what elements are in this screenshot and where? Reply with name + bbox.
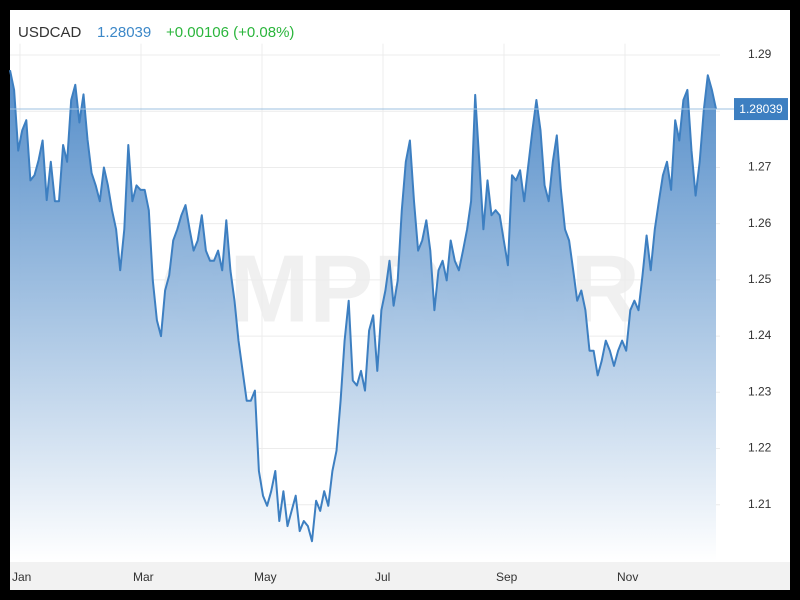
x-tick-label: Jan: [12, 570, 31, 584]
price: 1.28039: [97, 24, 151, 41]
last-price-label: 1.28039: [739, 102, 783, 116]
x-axis-band: [10, 562, 790, 590]
x-tick-label: Mar: [133, 570, 154, 584]
x-tick-label: May: [254, 570, 277, 584]
price-line: [9, 69, 717, 543]
y-tick-label: 1.25: [748, 272, 772, 286]
y-tick-label: 1.24: [748, 328, 772, 342]
y-tick-label: 1.29: [748, 47, 772, 61]
y-tick-label: 1.27: [748, 160, 772, 174]
y-tick-label: 1.23: [748, 384, 772, 398]
last-price-box: [734, 98, 788, 121]
symbol: USDCAD: [18, 24, 82, 41]
y-tick-label: 1.26: [748, 216, 772, 230]
area-fill: [10, 70, 716, 561]
x-tick-label: Jul: [375, 570, 390, 584]
y-tick-label: 1.21: [748, 497, 772, 511]
change: +0.00106 (+0.08%): [166, 24, 294, 41]
x-tick-label: Nov: [617, 570, 638, 584]
y-tick-label: 1.22: [748, 441, 772, 455]
x-tick-label: Sep: [496, 570, 518, 584]
